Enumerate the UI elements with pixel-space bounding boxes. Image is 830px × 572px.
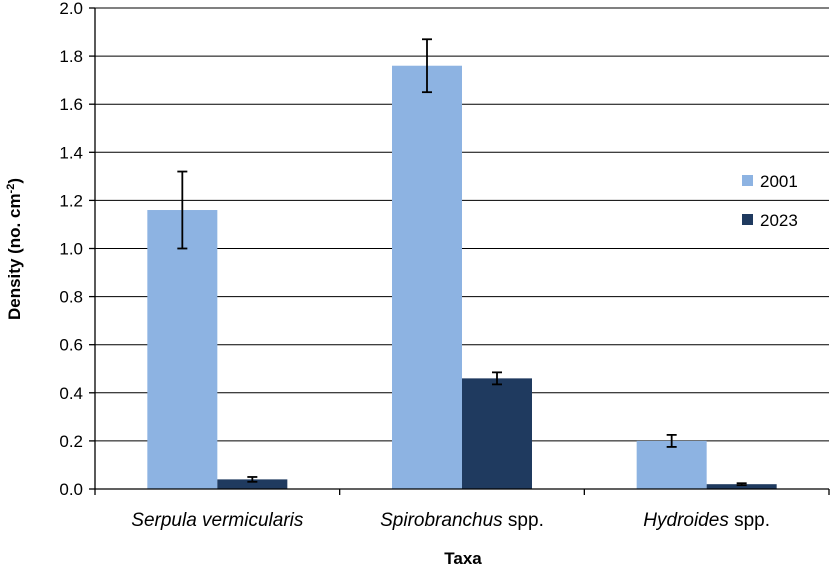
y-tick-label: 1.0: [59, 240, 83, 259]
axes: [89, 7, 830, 495]
y-tick-label: 0.4: [59, 384, 83, 403]
y-tick-label: 1.8: [59, 47, 83, 66]
y-tick-label: 1.4: [59, 143, 83, 162]
y-tick-label: 0.0: [59, 480, 83, 499]
legend-item-2023: 2023: [742, 211, 798, 230]
x-axis-title: Taxa: [444, 549, 482, 567]
category-label-2: Spirobranchus spp.: [380, 510, 544, 531]
error-bar-2001-3: [666, 433, 677, 448]
legend: 2001 2023: [742, 172, 798, 230]
bar-2001-1: [147, 210, 218, 489]
y-tick-label: 1.2: [59, 191, 83, 210]
y-tick-label: 2.0: [59, 0, 83, 18]
y-axis-title-main: Density (no. cm: [5, 193, 24, 320]
legend-label: 2001: [760, 172, 798, 191]
error-bar-2023-3: [736, 482, 747, 487]
category-label-1: Serpula vermicularis: [131, 510, 304, 531]
bar-2001-3: [636, 440, 707, 489]
bar-2001-2: [392, 65, 462, 489]
legend-swatch: [742, 175, 753, 186]
y-axis-title: Density (no. cm-2): [5, 178, 24, 320]
bar-2023-2: [462, 378, 532, 489]
y-axis-title-sup: -2: [5, 184, 17, 194]
error-bar-2023-2: [492, 371, 502, 386]
error-bar-2001-1: [177, 170, 188, 250]
legend-swatch: [742, 214, 753, 225]
y-tick-label: 0.2: [59, 432, 83, 451]
y-tick-label: 0.6: [59, 336, 83, 355]
legend-item-2001: 2001: [742, 172, 798, 191]
y-tick-labels: 0.0 0.2 0.4 0.6 0.8 1.0 1.2 1.4 1.6 1.8 2.0: [59, 0, 83, 499]
error-bar-2023-1: [247, 476, 258, 483]
bar-2023-3: [706, 484, 777, 489]
bar-2023-1: [217, 479, 288, 489]
y-tick-label: 0.8: [59, 288, 83, 307]
error-bar-2001-2: [422, 38, 432, 94]
y-axis-title-end: ): [5, 178, 24, 184]
legend-label: 2023: [760, 211, 798, 230]
y-tick-label: 1.6: [59, 95, 83, 114]
bars: [147, 65, 777, 489]
x-category-labels: Serpula vermicularis Spirobranchus spp. Hy…: [131, 510, 770, 531]
error-bars: [177, 38, 747, 487]
category-label-3: Hydroides spp.: [643, 510, 770, 531]
